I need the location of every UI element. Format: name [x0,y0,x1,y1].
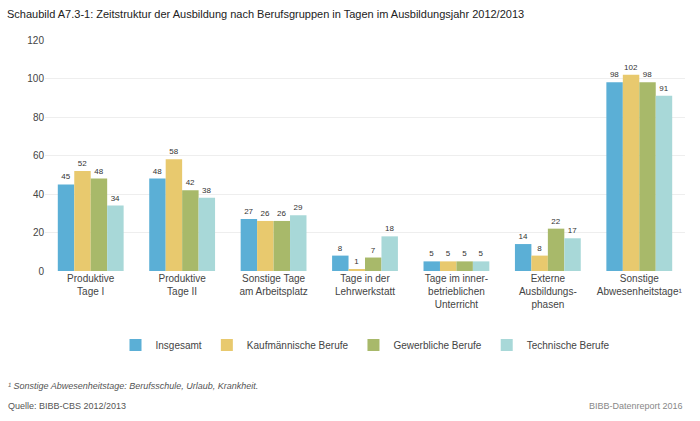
svg-text:98: 98 [643,70,652,79]
svg-text:8: 8 [338,244,343,253]
svg-text:98: 98 [610,70,619,79]
svg-text:18: 18 [385,224,394,233]
svg-text:100: 100 [27,73,44,84]
svg-text:91: 91 [659,84,668,93]
svg-text:58: 58 [169,147,178,156]
svg-text:38: 38 [202,186,211,195]
svg-text:Technische Berufe: Technische Berufe [527,340,610,351]
svg-text:Sonstige Tageam Arbeitsplatz: Sonstige Tageam Arbeitsplatz [239,273,307,297]
svg-text:¹ Sonstige Abwesenheitstage: B: ¹ Sonstige Abwesenheitstage: Berufsschul… [8,381,258,391]
svg-text:ExterneAusbildungs-phasen: ExterneAusbildungs-phasen [519,273,577,310]
svg-text:5: 5 [479,249,484,258]
svg-text:5: 5 [462,249,467,258]
svg-text:26: 26 [261,209,270,218]
svg-text:0: 0 [38,266,44,277]
svg-text:14: 14 [518,232,527,241]
svg-text:45: 45 [61,172,70,181]
svg-text:20: 20 [33,227,45,238]
svg-text:5: 5 [429,249,434,258]
svg-text:1: 1 [354,257,359,266]
svg-text:Gewerbliche Berufe: Gewerbliche Berufe [393,340,481,351]
svg-text:5: 5 [446,249,451,258]
svg-text:80: 80 [33,112,45,123]
svg-text:ProduktiveTage I: ProduktiveTage I [67,273,115,297]
svg-text:17: 17 [568,226,577,235]
svg-text:120: 120 [27,35,44,46]
svg-text:7: 7 [371,246,376,255]
svg-text:29: 29 [294,203,303,212]
svg-text:42: 42 [186,178,195,187]
svg-text:60: 60 [33,150,45,161]
svg-text:Insgesamt: Insgesamt [156,340,202,351]
svg-text:48: 48 [94,167,103,176]
svg-text:48: 48 [153,167,162,176]
svg-text:26: 26 [277,209,286,218]
svg-text:BIBB-Datenreport 2016: BIBB-Datenreport 2016 [589,401,683,411]
svg-text:27: 27 [244,207,253,216]
svg-text:Quelle: BIBB-CBS 2012/2013: Quelle: BIBB-CBS 2012/2013 [8,401,126,411]
svg-text:34: 34 [111,194,120,203]
svg-text:Tage im inner-betrieblichenUnt: Tage im inner-betrieblichenUnterricht [425,273,488,310]
svg-text:22: 22 [551,217,560,226]
svg-text:Tage in derLehrwerkstatt: Tage in derLehrwerkstatt [335,273,395,297]
svg-text:SonstigeAbwesenheitstage¹: SonstigeAbwesenheitstage¹ [597,273,683,297]
svg-text:40: 40 [33,189,45,200]
svg-text:Schaubild A7.3-1: Zeitstruktur: Schaubild A7.3-1: Zeitstruktur der Ausbi… [7,8,524,20]
svg-text:52: 52 [78,159,87,168]
svg-text:8: 8 [537,244,542,253]
svg-text:102: 102 [624,63,638,72]
svg-text:ProduktiveTage II: ProduktiveTage II [159,273,207,297]
svg-text:Kaufmännische Berufe: Kaufmännische Berufe [247,340,349,351]
